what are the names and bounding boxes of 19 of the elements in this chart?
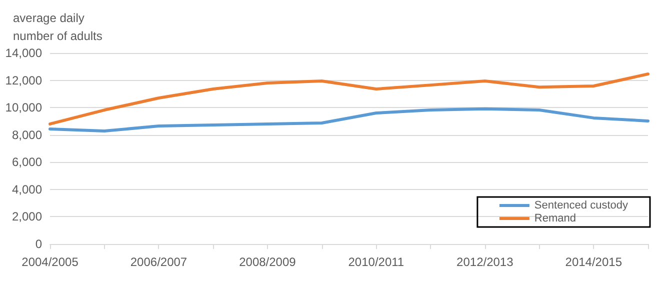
y-tick-label: 0 <box>35 237 42 251</box>
x-tick-label: 2004/2005 <box>22 255 79 269</box>
line-series <box>48 72 650 126</box>
x-tick-label: 2010/2011 <box>348 255 404 269</box>
legend-label: Remand <box>534 212 576 224</box>
x-tick-label: 2008/2009 <box>239 255 296 269</box>
y-tick-label: 6,000 <box>12 155 42 170</box>
y-tick-label: 2,000 <box>12 210 42 224</box>
y-axis-title: average daily number of adults <box>13 11 102 43</box>
y-tick-label: 4,000 <box>12 182 42 196</box>
x-tick-label: 2014/2015 <box>565 255 622 269</box>
x-tick-label: 2012/2013 <box>456 255 514 269</box>
y-tick-label: 8,000 <box>12 128 42 142</box>
line-series <box>48 107 650 133</box>
y-tick-label: 10,000 <box>5 100 42 115</box>
legend-label: Sentenced custody <box>534 200 628 212</box>
y-tick-label: 12,000 <box>5 73 42 88</box>
y-tick-label: 14,000 <box>5 46 42 60</box>
x-tick-label: 2006/2007 <box>130 255 188 269</box>
